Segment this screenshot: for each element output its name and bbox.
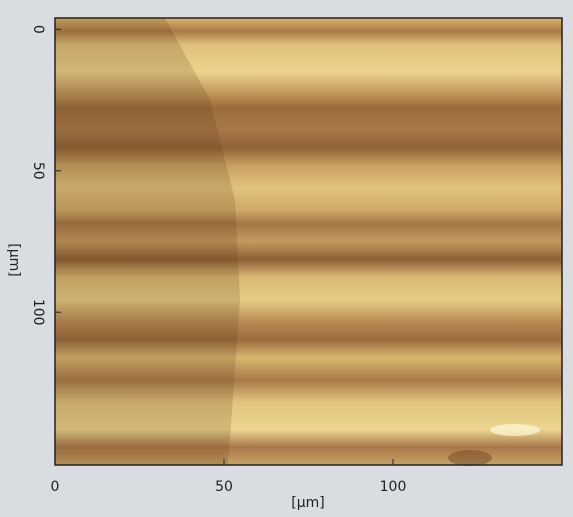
y-tick-label: 0 [30, 25, 46, 34]
scan-image [55, 18, 562, 466]
x-tick-label: 0 [51, 479, 60, 495]
image-spot [448, 450, 492, 466]
x-tick-label: 100 [380, 479, 407, 495]
afm-figure: [µm] [µm] 0 50 100 0 50 100 [0, 0, 573, 517]
x-tick-label: 50 [215, 479, 233, 495]
image-highlight [490, 424, 540, 436]
y-axis-label: [µm] [6, 243, 22, 276]
y-tick-label: 50 [30, 162, 46, 180]
y-tick-label: 100 [30, 299, 46, 326]
x-axis-label: [µm] [291, 495, 324, 511]
